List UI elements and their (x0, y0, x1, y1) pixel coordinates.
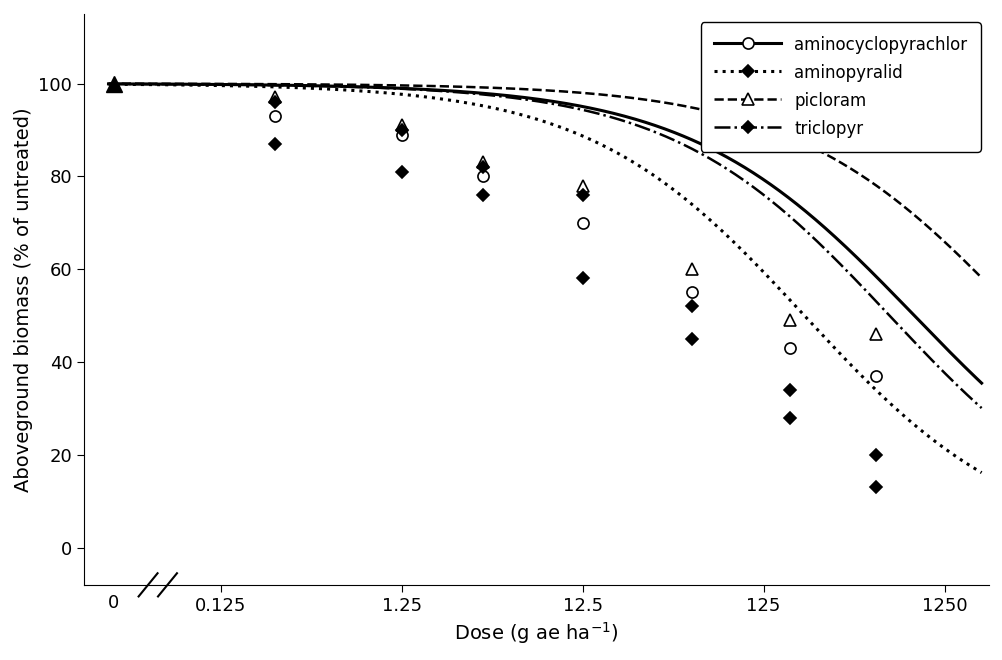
Text: 0: 0 (108, 594, 119, 612)
X-axis label: Dose (g ae ha$^{-1}$): Dose (g ae ha$^{-1}$) (454, 620, 618, 646)
Legend: aminocyclopyrachlor, aminopyralid, picloram, triclopyr: aminocyclopyrachlor, aminopyralid, piclo… (700, 22, 980, 152)
Y-axis label: Aboveground biomass (% of untreated): Aboveground biomass (% of untreated) (14, 107, 33, 492)
